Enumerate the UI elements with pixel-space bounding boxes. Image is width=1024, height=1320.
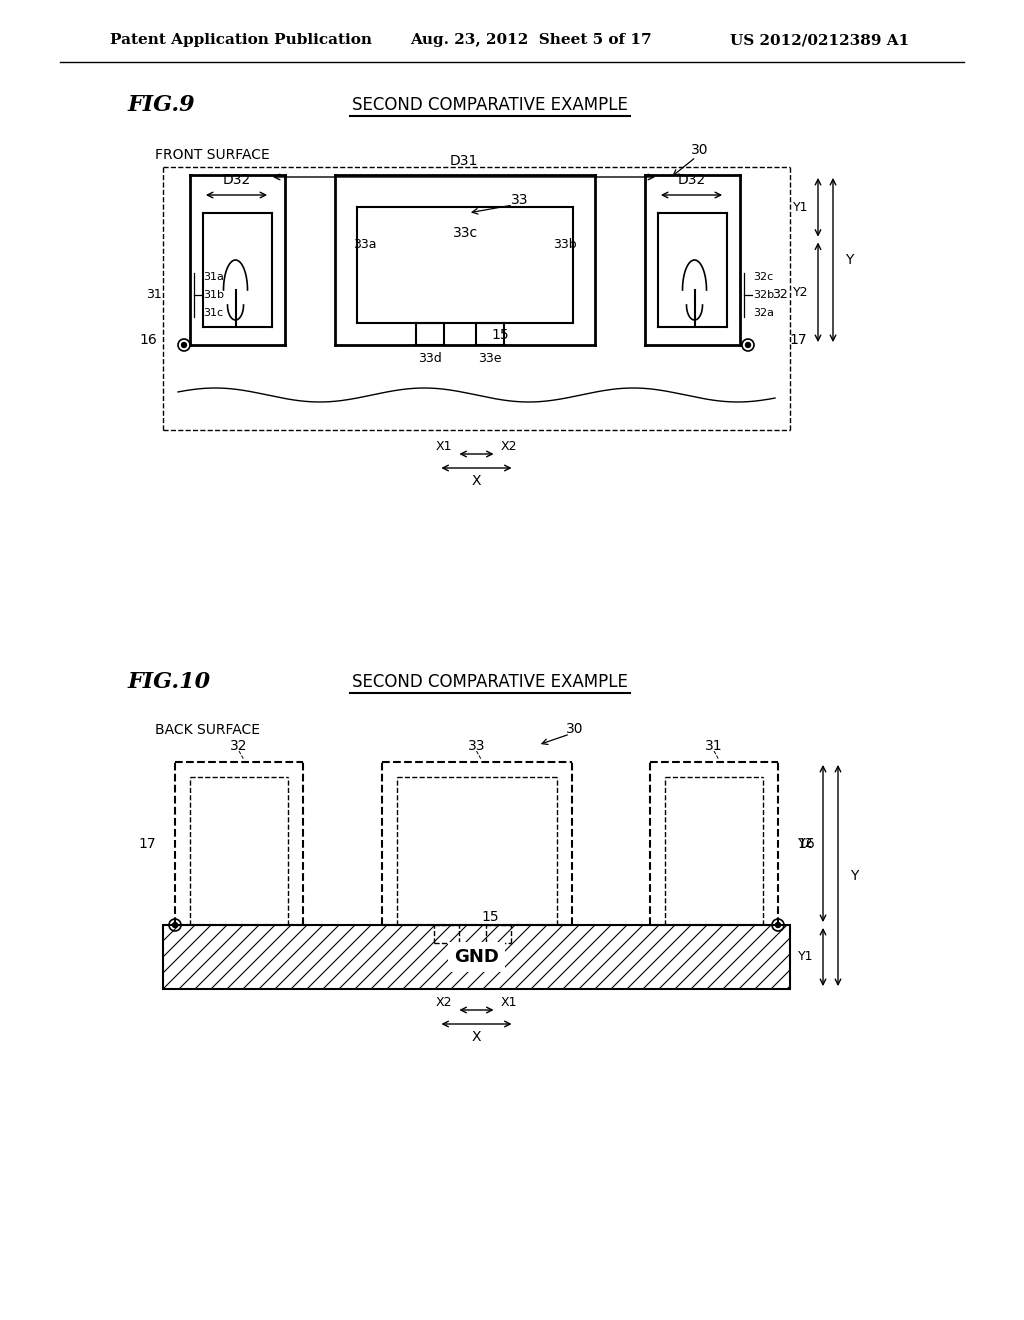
Text: Y1: Y1: [793, 201, 808, 214]
Text: 30: 30: [691, 143, 709, 157]
Text: Y: Y: [845, 253, 853, 267]
Text: Patent Application Publication: Patent Application Publication: [110, 33, 372, 48]
Text: X1: X1: [501, 997, 517, 1010]
Text: FIG.9: FIG.9: [128, 94, 196, 116]
Circle shape: [181, 342, 186, 347]
Text: 32: 32: [230, 739, 248, 752]
Text: 31: 31: [706, 739, 723, 752]
Text: X2: X2: [501, 441, 517, 454]
Text: 32a: 32a: [753, 308, 774, 318]
Text: 31c: 31c: [203, 308, 223, 318]
Text: 31: 31: [146, 289, 162, 301]
Text: 33e: 33e: [478, 352, 502, 366]
Bar: [163, 925, 790, 989]
Circle shape: [172, 923, 177, 928]
Text: 17: 17: [138, 837, 156, 850]
Text: X: X: [472, 474, 481, 488]
Text: 15: 15: [492, 327, 509, 342]
Text: 31b: 31b: [203, 290, 224, 300]
Circle shape: [745, 342, 751, 347]
Text: D31: D31: [450, 154, 478, 168]
Text: 16: 16: [797, 837, 815, 850]
Text: X2: X2: [436, 997, 453, 1010]
Text: D32: D32: [222, 173, 251, 187]
Text: US 2012/0212389 A1: US 2012/0212389 A1: [730, 33, 909, 48]
Text: 17: 17: [790, 333, 807, 347]
Text: 33a: 33a: [353, 239, 377, 252]
Text: 33d: 33d: [418, 352, 442, 366]
Text: 33: 33: [468, 739, 485, 752]
Text: 15: 15: [481, 909, 499, 924]
Text: Y2: Y2: [798, 837, 813, 850]
Text: 33: 33: [511, 193, 528, 207]
Text: FRONT SURFACE: FRONT SURFACE: [155, 148, 269, 162]
Text: FIG.10: FIG.10: [128, 671, 211, 693]
Text: X1: X1: [436, 441, 453, 454]
Text: BACK SURFACE: BACK SURFACE: [155, 723, 260, 737]
Text: SECOND COMPARATIVE EXAMPLE: SECOND COMPARATIVE EXAMPLE: [352, 96, 628, 114]
Text: SECOND COMPARATIVE EXAMPLE: SECOND COMPARATIVE EXAMPLE: [352, 673, 628, 690]
Text: Y: Y: [850, 869, 858, 883]
Text: 33b: 33b: [553, 239, 577, 252]
Text: 31a: 31a: [203, 272, 224, 282]
Text: 32b: 32b: [753, 290, 774, 300]
Text: GND: GND: [454, 948, 499, 966]
Text: 33c: 33c: [453, 226, 477, 240]
Text: Y1: Y1: [798, 950, 813, 964]
Text: 32c: 32c: [753, 272, 773, 282]
Text: 32: 32: [772, 289, 787, 301]
Text: Y2: Y2: [793, 286, 808, 298]
Text: 16: 16: [139, 333, 157, 347]
Circle shape: [775, 923, 780, 928]
Text: X: X: [472, 1030, 481, 1044]
Text: D32: D32: [677, 173, 706, 187]
Text: 30: 30: [566, 722, 584, 737]
Text: Aug. 23, 2012  Sheet 5 of 17: Aug. 23, 2012 Sheet 5 of 17: [410, 33, 651, 48]
